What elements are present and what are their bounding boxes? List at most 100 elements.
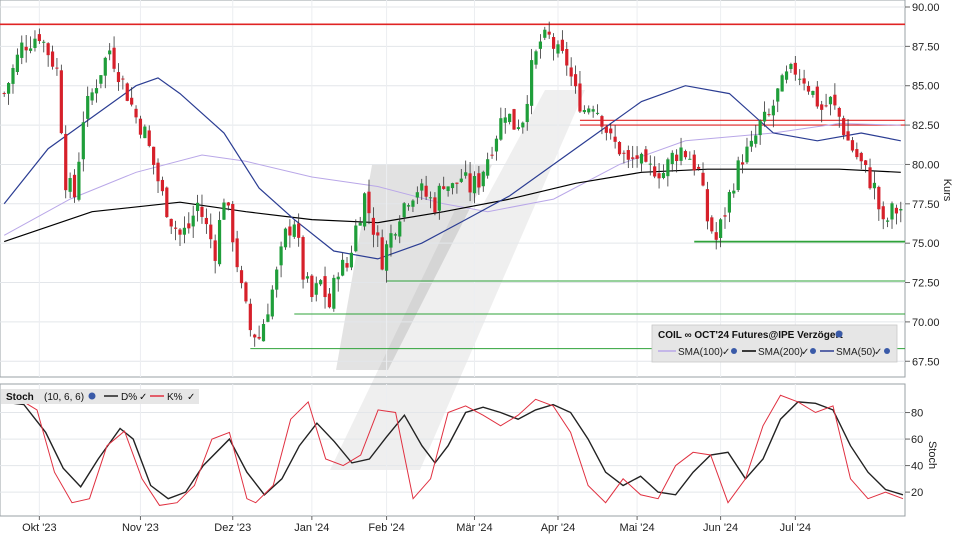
candle-body bbox=[701, 172, 705, 186]
stoch-d-check-icon[interactable]: ✓ bbox=[139, 392, 147, 403]
legend-sma200-check-icon[interactable]: ✓ bbox=[801, 347, 809, 358]
stoch-legend-params: (10, 6, 6) bbox=[44, 392, 84, 403]
candle-body bbox=[305, 276, 310, 279]
legend-sma100-label: SMA(100) bbox=[678, 347, 723, 358]
candle-body bbox=[200, 206, 204, 217]
candle-body bbox=[705, 189, 710, 222]
legend-sma50-label: SMA(50) bbox=[836, 347, 875, 358]
candle-body bbox=[235, 238, 239, 268]
stoch-line-K bbox=[2, 394, 904, 506]
candle-body bbox=[314, 283, 318, 295]
candle-body bbox=[459, 178, 463, 182]
candle-body bbox=[613, 136, 617, 142]
candle-body bbox=[371, 217, 375, 235]
candle-body bbox=[675, 154, 679, 162]
candle-body bbox=[719, 219, 723, 238]
candle-body bbox=[323, 276, 327, 298]
legend-sma100-check-icon[interactable]: ✓ bbox=[722, 347, 730, 358]
candle-body bbox=[600, 116, 604, 127]
candle-body bbox=[793, 62, 797, 75]
candle-body bbox=[776, 88, 780, 102]
price-tick-label: 90.00 bbox=[912, 2, 940, 14]
candle-body bbox=[727, 192, 731, 213]
x-tick-label: Jun '24 bbox=[703, 522, 738, 534]
candle-body bbox=[81, 122, 85, 160]
candle-body bbox=[152, 146, 156, 165]
candle-body bbox=[178, 229, 182, 235]
candle-body bbox=[336, 276, 340, 280]
candle-body bbox=[174, 227, 178, 229]
candle-body bbox=[99, 75, 103, 84]
candle-body bbox=[626, 150, 630, 160]
candle-body bbox=[68, 178, 72, 192]
candle-body bbox=[679, 147, 683, 161]
candle-body bbox=[108, 50, 112, 55]
candle-body bbox=[345, 263, 349, 268]
candle-body bbox=[886, 220, 890, 222]
candle-body bbox=[499, 118, 503, 140]
x-tick-label: Jan '24 bbox=[294, 522, 329, 534]
stoch-k-label: K% bbox=[167, 392, 183, 403]
candle-body bbox=[283, 228, 288, 248]
candle-body bbox=[90, 92, 94, 101]
candle-body bbox=[354, 225, 358, 252]
candle-body bbox=[503, 117, 507, 123]
price-tick-label: 77.50 bbox=[912, 199, 940, 211]
candle-body bbox=[784, 71, 789, 80]
watermark-slash bbox=[330, 90, 585, 470]
candle-body bbox=[116, 72, 121, 83]
legend-sma50-info-icon[interactable] bbox=[884, 348, 890, 354]
candle-body bbox=[754, 135, 758, 144]
candle-body bbox=[292, 224, 296, 237]
stoch-tick-label: 80 bbox=[911, 408, 923, 420]
candle-body bbox=[745, 146, 749, 163]
x-tick-label: Feb '24 bbox=[368, 522, 404, 534]
candle-body bbox=[877, 186, 881, 210]
candle-body bbox=[551, 37, 556, 49]
candle-body bbox=[24, 46, 28, 51]
candle-body bbox=[319, 280, 323, 285]
candle-body bbox=[165, 187, 169, 218]
stoch-k-check-icon[interactable]: ✓ bbox=[187, 392, 195, 403]
candle-body bbox=[820, 104, 824, 110]
candle-body bbox=[477, 173, 481, 188]
candle-body bbox=[222, 202, 226, 220]
x-tick-label: Mär '24 bbox=[456, 522, 492, 534]
candle-body bbox=[42, 41, 46, 43]
candle-body bbox=[604, 126, 608, 133]
candle-body bbox=[6, 83, 11, 94]
stoch-tick-label: 60 bbox=[911, 434, 923, 446]
candle-body bbox=[789, 63, 793, 70]
candle-body bbox=[297, 223, 301, 238]
candle-body bbox=[248, 303, 252, 331]
candle-body bbox=[239, 270, 244, 284]
candle-body bbox=[86, 95, 90, 119]
candle-body bbox=[257, 336, 261, 339]
candle-body bbox=[670, 152, 674, 165]
x-tick-label: Nov '23 bbox=[122, 522, 159, 534]
candle-body bbox=[156, 162, 160, 182]
candle-body bbox=[710, 217, 714, 232]
legend-sma100-info-icon[interactable] bbox=[731, 348, 737, 354]
candle-body bbox=[389, 233, 393, 248]
price-panel-frame bbox=[0, 0, 906, 378]
candle-body bbox=[631, 157, 635, 159]
candle-body bbox=[37, 34, 41, 42]
candle-body bbox=[266, 314, 270, 322]
legend-sma200-info-icon[interactable] bbox=[810, 348, 816, 354]
stoch-info-icon[interactable] bbox=[88, 392, 96, 400]
candle-body bbox=[481, 171, 485, 187]
legend-sma50-check-icon[interactable]: ✓ bbox=[874, 347, 882, 358]
candle-body bbox=[666, 159, 670, 177]
candle-body bbox=[125, 83, 129, 101]
candle-body bbox=[837, 107, 841, 117]
price-tick-label: 67.50 bbox=[912, 356, 940, 368]
stoch-lines bbox=[1, 394, 904, 506]
x-tick-label: Dez '23 bbox=[214, 522, 251, 534]
legend-info-icon[interactable] bbox=[835, 330, 843, 338]
candle-body bbox=[617, 142, 622, 155]
candle-body bbox=[692, 154, 696, 171]
candle-body bbox=[288, 226, 292, 236]
candle-body bbox=[450, 183, 455, 189]
